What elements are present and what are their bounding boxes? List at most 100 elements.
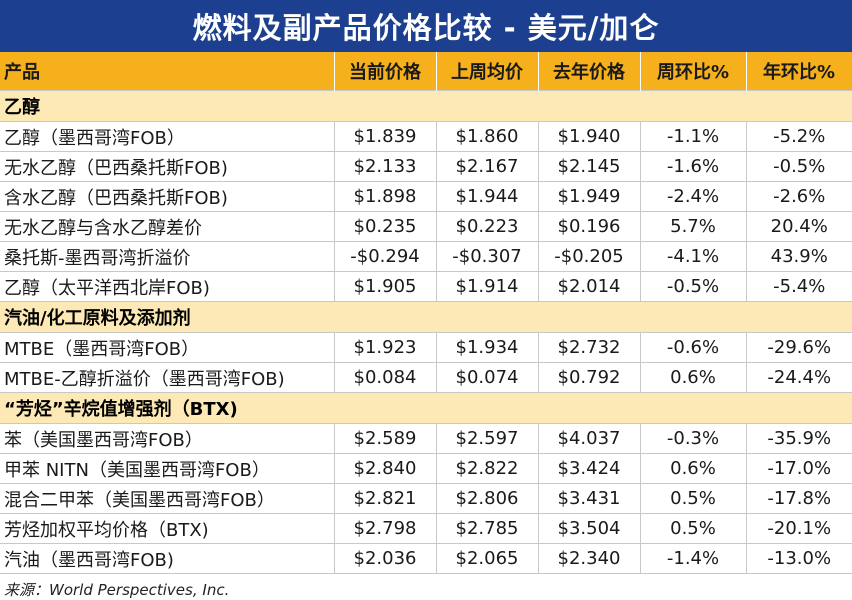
last-year-price: $3.431 [538, 483, 641, 514]
col-header-product: 产品 [0, 52, 335, 91]
current-price: -$0.294 [334, 241, 437, 272]
product-name: 桑托斯-墨西哥湾折溢价 [0, 241, 335, 272]
table-row: 无水乙醇（巴西桑托斯FOB) $2.133 $2.167 $2.145 -1.6% -0.… [0, 151, 852, 182]
last-year-price: $4.037 [538, 423, 641, 454]
product-name: MTBE-乙醇折溢价（墨西哥湾FOB) [0, 362, 335, 393]
table-row: 混合二甲苯（美国墨西哥湾FOB） $2.821 $2.806 $3.431 0.5% -1… [0, 483, 852, 514]
product-name: 汽油（墨西哥湾FOB) [0, 543, 335, 574]
last-year-price: $3.504 [538, 513, 641, 544]
current-price: $2.840 [334, 453, 437, 484]
last-week-avg: $2.785 [436, 513, 539, 544]
last-year-price: $2.145 [538, 151, 641, 182]
table-row: 含水乙醇（巴西桑托斯FOB) $1.898 $1.944 $1.949 -2.4% -2.… [0, 181, 852, 212]
yoy-change: 20.4% [746, 211, 852, 242]
wow-change: -0.3% [640, 423, 747, 454]
yoy-change: -5.4% [746, 271, 852, 302]
yoy-change: -24.4% [746, 362, 852, 393]
yoy-change: -5.2% [746, 121, 852, 152]
last-week-avg: $2.806 [436, 483, 539, 514]
last-year-price: $1.940 [538, 121, 641, 152]
wow-change: -4.1% [640, 241, 747, 272]
current-price: $1.898 [334, 181, 437, 212]
last-week-avg: $1.860 [436, 121, 539, 152]
current-price: $2.798 [334, 513, 437, 544]
last-year-price: $0.792 [538, 362, 641, 393]
table-row: 苯（美国墨西哥湾FOB） $2.589 $2.597 $4.037 -0.3% -35.9… [0, 423, 852, 454]
current-price: $0.235 [334, 211, 437, 242]
section-title: 汽油/化工原料及添加剂 [0, 301, 852, 333]
current-price: $0.084 [334, 362, 437, 393]
product-name: 苯（美国墨西哥湾FOB） [0, 423, 335, 454]
last-year-price: -$0.205 [538, 241, 641, 272]
last-year-price: $3.424 [538, 453, 641, 484]
wow-change: -1.1% [640, 121, 747, 152]
last-year-price: $0.196 [538, 211, 641, 242]
wow-change: 0.6% [640, 362, 747, 393]
price-comparison-table: 产品 当前价格 上周均价 去年价格 周环比% 年环比% 乙醇 乙醇（墨西哥湾FOB… [0, 52, 852, 574]
yoy-change: -35.9% [746, 423, 852, 454]
current-price: $1.905 [334, 271, 437, 302]
table-row: MTBE-乙醇折溢价（墨西哥湾FOB) $0.084 $0.074 $0.792 0.6… [0, 362, 852, 393]
product-name: MTBE（墨西哥湾FOB） [0, 332, 335, 363]
product-name: 甲苯 NITN（美国墨西哥湾FOB） [0, 453, 335, 484]
col-header-last-year-price: 去年价格 [538, 52, 641, 91]
current-price: $2.589 [334, 423, 437, 454]
table-row: 芳烃加权平均价格（BTX) $2.798 $2.785 $3.504 0.5% -20.1… [0, 513, 852, 544]
yoy-change: -29.6% [746, 332, 852, 363]
section-header-row: “芳烃”辛烷值增强剂（BTX) [0, 392, 852, 424]
yoy-change: 43.9% [746, 241, 852, 272]
header-row: 产品 当前价格 上周均价 去年价格 周环比% 年环比% [0, 52, 852, 91]
wow-change: -1.6% [640, 151, 747, 182]
wow-change: -0.5% [640, 271, 747, 302]
col-header-current-price: 当前价格 [334, 52, 437, 91]
wow-change: -1.4% [640, 543, 747, 574]
last-week-avg: $2.822 [436, 453, 539, 484]
last-week-avg: $2.167 [436, 151, 539, 182]
product-name: 乙醇（墨西哥湾FOB） [0, 121, 335, 152]
current-price: $2.821 [334, 483, 437, 514]
product-name: 芳烃加权平均价格（BTX) [0, 513, 335, 544]
section-header-row: 乙醇 [0, 90, 852, 122]
source-note: 来源：World Perspectives, Inc. [4, 581, 230, 599]
wow-change: 0.6% [640, 453, 747, 484]
table-row: 桑托斯-墨西哥湾折溢价 -$0.294 -$0.307 -$0.205 -4.1% 43.… [0, 241, 852, 272]
wow-change: 5.7% [640, 211, 747, 242]
section-header-row: 汽油/化工原料及添加剂 [0, 301, 852, 333]
last-week-avg: $1.944 [436, 181, 539, 212]
last-year-price: $2.340 [538, 543, 641, 574]
last-year-price: $2.014 [538, 271, 641, 302]
yoy-change: -0.5% [746, 151, 852, 182]
table-title: 燃料及副产品价格比较 - 美元/加仑 [0, 0, 852, 52]
col-header-yoy-change: 年环比% [746, 52, 852, 91]
wow-change: 0.5% [640, 513, 747, 544]
section-title: 乙醇 [0, 90, 852, 122]
product-name: 无水乙醇与含水乙醇差价 [0, 211, 335, 242]
product-name: 无水乙醇（巴西桑托斯FOB) [0, 151, 335, 182]
wow-change: -2.4% [640, 181, 747, 212]
current-price: $1.923 [334, 332, 437, 363]
col-header-wow-change: 周环比% [640, 52, 747, 91]
last-year-price: $1.949 [538, 181, 641, 212]
last-week-avg: $2.597 [436, 423, 539, 454]
current-price: $2.036 [334, 543, 437, 574]
wow-change: 0.5% [640, 483, 747, 514]
product-name: 混合二甲苯（美国墨西哥湾FOB） [0, 483, 335, 514]
last-week-avg: -$0.307 [436, 241, 539, 272]
table-row: 甲苯 NITN（美国墨西哥湾FOB） $2.840 $2.822 $3.424 0.6%… [0, 453, 852, 484]
last-year-price: $2.732 [538, 332, 641, 363]
product-name: 含水乙醇（巴西桑托斯FOB) [0, 181, 335, 212]
yoy-change: -20.1% [746, 513, 852, 544]
table-row: 乙醇（墨西哥湾FOB） $1.839 $1.860 $1.940 -1.1% -5.2% [0, 121, 852, 152]
yoy-change: -2.6% [746, 181, 852, 212]
table-row: 无水乙醇与含水乙醇差价 $0.235 $0.223 $0.196 5.7% 20.4% [0, 211, 852, 242]
product-name: 乙醇（太平洋西北岸FOB) [0, 271, 335, 302]
table-row: 乙醇（太平洋西北岸FOB) $1.905 $1.914 $2.014 -0.5% -5.4… [0, 271, 852, 302]
last-week-avg: $0.223 [436, 211, 539, 242]
last-week-avg: $0.074 [436, 362, 539, 393]
current-price: $1.839 [334, 121, 437, 152]
current-price: $2.133 [334, 151, 437, 182]
last-week-avg: $2.065 [436, 543, 539, 574]
yoy-change: -17.8% [746, 483, 852, 514]
yoy-change: -17.0% [746, 453, 852, 484]
col-header-last-week-avg: 上周均价 [436, 52, 539, 91]
